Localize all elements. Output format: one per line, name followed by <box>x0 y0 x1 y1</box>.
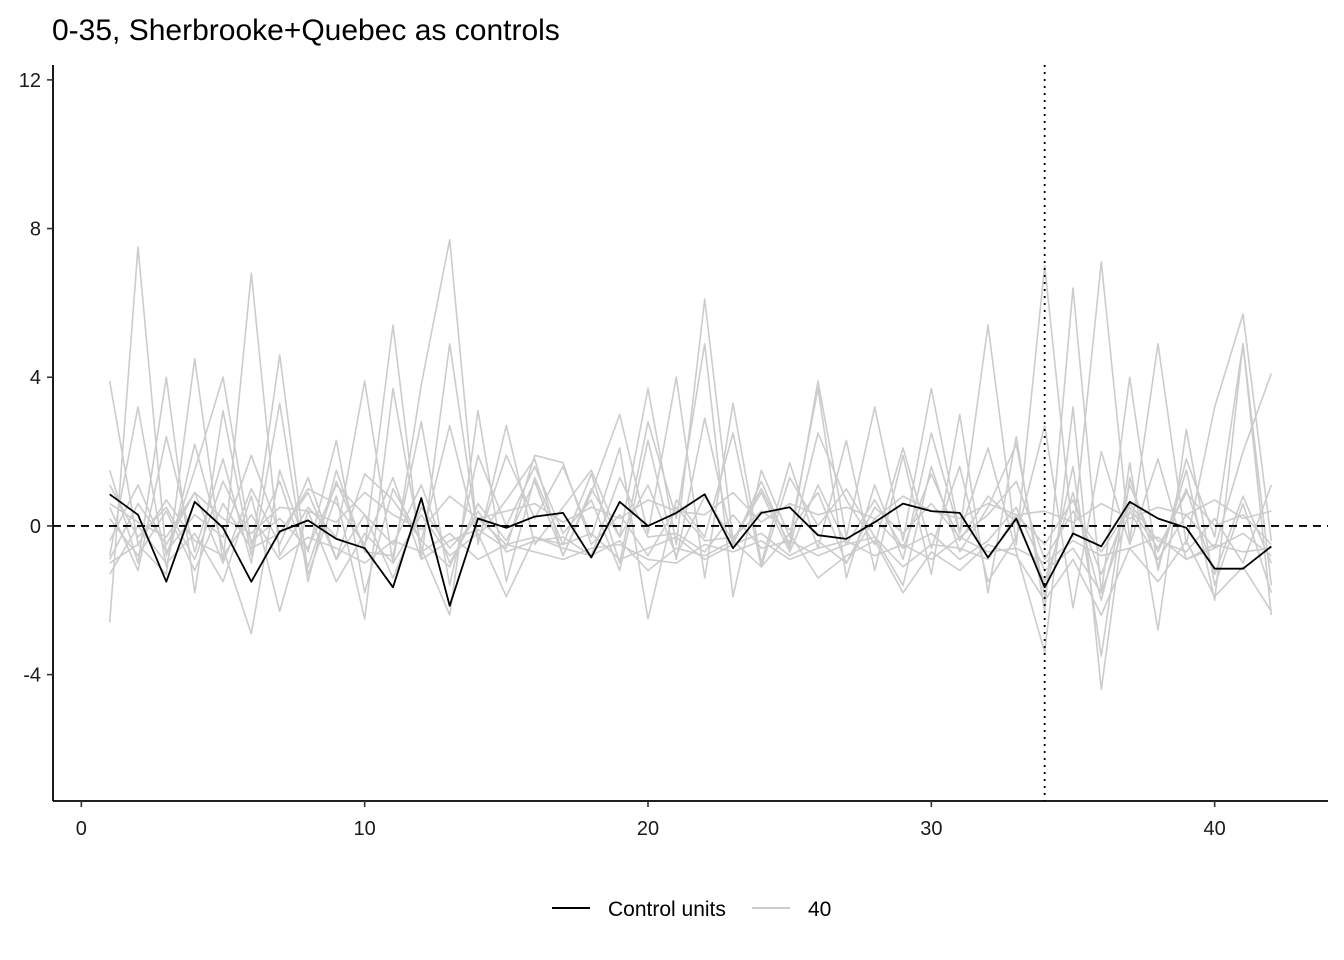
x-tick-label: 0 <box>76 818 87 840</box>
legend-label-40: 40 <box>808 898 831 921</box>
y-tick-label: 4 <box>30 367 41 389</box>
y-tick-label: -4 <box>23 665 41 687</box>
series-line-placebo-8 <box>109 491 1272 594</box>
series-line-control-units <box>109 493 1272 607</box>
x-tick-label: 30 <box>920 818 942 840</box>
series-line-placebo-9 <box>108 454 1272 564</box>
axes: -4 0 4 8 12 0 10 20 30 40 <box>19 65 1328 840</box>
x-tick-label: 40 <box>1204 818 1226 840</box>
series-line-placebo-1 <box>108 238 1273 576</box>
chart-title: 0-35, Sherbrooke+Quebec as controls <box>52 14 560 47</box>
y-tick-label: 0 <box>30 516 41 538</box>
legend: Control units 40 <box>552 898 831 921</box>
series-line-placebo-7 <box>109 495 1272 616</box>
series-layer <box>108 238 1273 691</box>
series-line-placebo-11 <box>109 499 1272 564</box>
y-tick-label: 12 <box>19 70 41 92</box>
series-line-placebo-12 <box>109 491 1272 538</box>
x-tick-label: 10 <box>354 818 376 840</box>
reference-lines <box>53 65 1328 801</box>
x-tick-label: 20 <box>637 818 659 840</box>
legend-label-control-units: Control units <box>608 898 726 921</box>
series-line-placebo-10 <box>108 476 1273 576</box>
y-tick-label: 8 <box>30 219 41 241</box>
series-line-placebo-5 <box>108 373 1273 609</box>
series-line-placebo-3 <box>108 342 1273 691</box>
series-line-placebo-4 <box>108 406 1273 657</box>
